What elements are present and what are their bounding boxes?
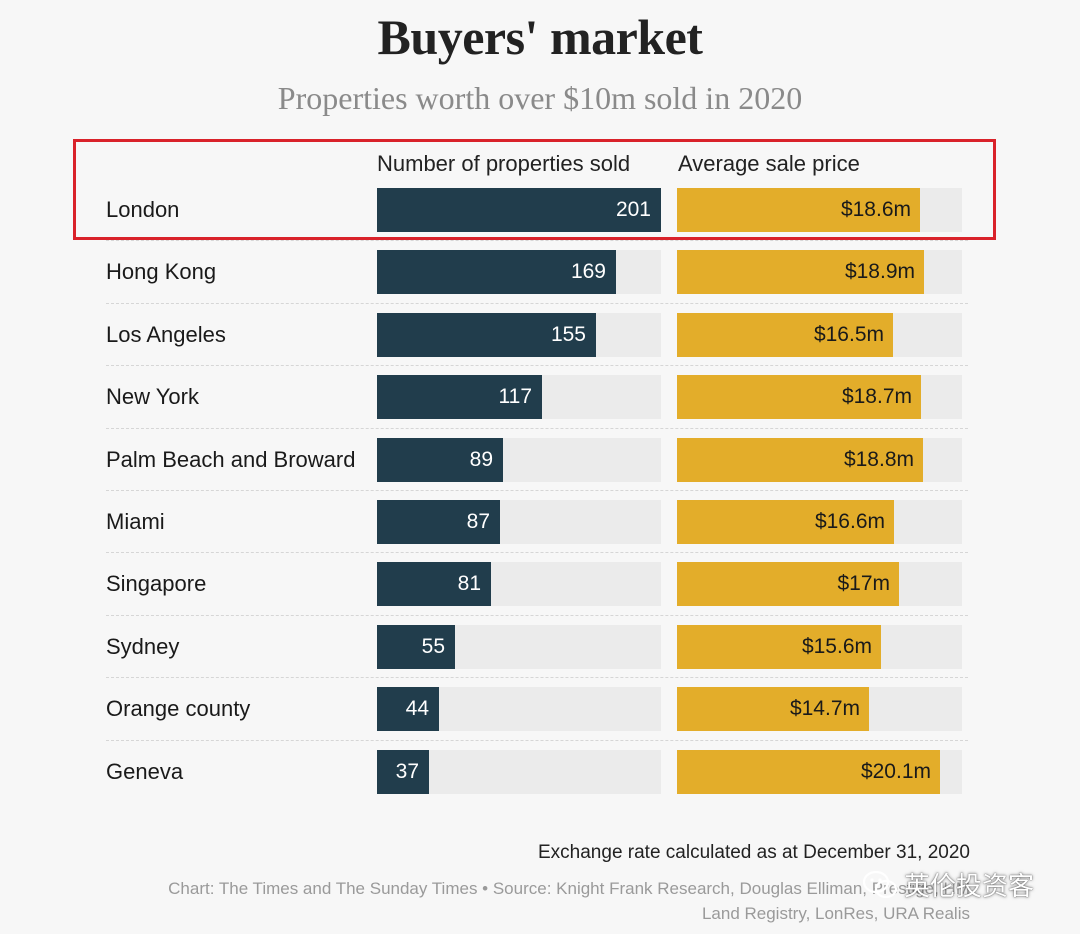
header-average-price: Average sale price bbox=[678, 151, 860, 176]
price-value-hong-kong: $18.9m bbox=[844, 260, 915, 284]
price-value-los-angeles: $16.5m bbox=[813, 322, 884, 346]
price-track-palm-beach-and-broward: $18.8m bbox=[677, 437, 962, 482]
count-track-los-angeles: 155 bbox=[377, 312, 661, 357]
count-track-miami: 87 bbox=[377, 500, 661, 544]
category-label-hong-kong: Hong Kong bbox=[106, 259, 217, 285]
category-label-los-angeles: Los Angeles bbox=[106, 321, 226, 347]
count-value-new-york: 117 bbox=[498, 385, 532, 409]
price-track-london: $18.6m bbox=[677, 188, 962, 232]
chart-title: Buyers' market bbox=[377, 9, 703, 65]
count-track-london: 201 bbox=[377, 188, 661, 232]
price-bar-geneva bbox=[677, 749, 940, 794]
row-divider bbox=[106, 677, 968, 679]
price-track-new-york: $18.7m bbox=[677, 375, 962, 420]
price-track-orange-county: $14.7m bbox=[677, 687, 962, 732]
count-bar-palm-beach-and-broward bbox=[377, 437, 503, 482]
price-track-miami: $16.6m bbox=[677, 500, 962, 544]
price-value-singapore: $17m bbox=[837, 572, 890, 596]
count-bar-los-angeles bbox=[377, 312, 596, 357]
count-value-palm-beach-and-broward: 89 bbox=[469, 447, 493, 471]
price-bar-new-york bbox=[677, 375, 921, 420]
price-bar-sydney bbox=[677, 624, 881, 669]
price-track-hong-kong: $18.9m bbox=[677, 250, 962, 295]
count-value-geneva: 37 bbox=[395, 759, 419, 783]
row-divider bbox=[106, 739, 968, 741]
header-properties-sold: Number of properties sold bbox=[377, 151, 631, 176]
count-bar-new-york bbox=[377, 375, 542, 420]
category-label-new-york: New York bbox=[106, 384, 199, 410]
watermark: 英伦投资客 bbox=[862, 866, 1034, 903]
count-track-sydney: 55 bbox=[377, 624, 661, 669]
highlight-box bbox=[73, 139, 996, 240]
category-label-singapore: Singapore bbox=[106, 571, 207, 597]
count-value-los-angeles: 155 bbox=[550, 322, 586, 346]
count-bar-geneva bbox=[377, 749, 429, 794]
count-bar-singapore bbox=[377, 562, 491, 607]
count-value-singapore: 81 bbox=[457, 572, 481, 596]
category-label-orange-county: Orange county bbox=[106, 696, 251, 722]
wechat-icon bbox=[862, 870, 898, 900]
count-value-orange-county: 44 bbox=[405, 697, 429, 721]
price-value-sydney: $15.6m bbox=[801, 634, 872, 658]
category-label-palm-beach-and-broward: Palm Beach and Broward bbox=[106, 446, 356, 472]
price-track-sydney: $15.6m bbox=[677, 624, 962, 669]
price-value-new-york: $18.7m bbox=[841, 385, 912, 409]
count-track-hong-kong: 169 bbox=[377, 250, 661, 295]
count-track-new-york: 117 bbox=[377, 375, 661, 420]
chart-subtitle: Properties worth over $10m sold in 2020 bbox=[277, 80, 803, 116]
watermark-text: 英伦投资客 bbox=[904, 871, 1035, 901]
price-track-los-angeles: $16.5m bbox=[677, 312, 962, 357]
price-track-geneva: $20.1m bbox=[677, 749, 962, 794]
count-bar-hong-kong bbox=[377, 250, 616, 295]
count-bar-orange-county bbox=[377, 687, 439, 732]
chart-source: Chart: The Times and The Sunday Times • … bbox=[168, 879, 970, 923]
count-value-hong-kong: 169 bbox=[570, 260, 606, 284]
count-track-singapore: 81 bbox=[377, 562, 661, 607]
count-track-geneva: 37 bbox=[377, 749, 661, 794]
row-divider bbox=[106, 427, 968, 429]
price-value-miami: $16.6m bbox=[814, 510, 885, 533]
count-value-miami: 87 bbox=[466, 510, 490, 533]
count-value-london: 201 bbox=[615, 198, 651, 221]
row-divider bbox=[106, 614, 968, 616]
category-label-sydney: Sydney bbox=[106, 633, 180, 659]
row-divider bbox=[106, 240, 968, 242]
row-divider bbox=[106, 552, 968, 554]
exchange-rate-note: Exchange rate calculated as at December … bbox=[538, 842, 970, 863]
price-value-palm-beach-and-broward: $18.8m bbox=[843, 447, 914, 471]
price-bar-palm-beach-and-broward bbox=[677, 437, 923, 482]
count-bar-miami bbox=[377, 500, 500, 544]
row-divider bbox=[106, 490, 968, 491]
row-divider bbox=[106, 302, 968, 304]
price-bar-hong-kong bbox=[677, 250, 924, 295]
price-bar-miami bbox=[677, 500, 894, 544]
count-bar-sydney bbox=[377, 624, 455, 669]
count-track-orange-county: 44 bbox=[377, 687, 661, 732]
price-bar-orange-county bbox=[677, 687, 869, 732]
price-bar-singapore bbox=[677, 562, 899, 607]
price-bar-los-angeles bbox=[677, 312, 893, 357]
count-bar-london bbox=[377, 188, 661, 232]
price-value-london: $18.6m bbox=[840, 198, 911, 221]
count-value-sydney: 55 bbox=[421, 634, 445, 658]
price-value-geneva: $20.1m bbox=[860, 759, 931, 783]
count-track-palm-beach-and-broward: 89 bbox=[377, 437, 661, 482]
category-label-miami: Miami bbox=[106, 509, 165, 534]
price-track-singapore: $17m bbox=[677, 562, 962, 607]
price-bar-london bbox=[677, 188, 920, 232]
category-label-geneva: Geneva bbox=[106, 758, 184, 784]
category-label-london: London bbox=[106, 197, 180, 222]
price-value-orange-county: $14.7m bbox=[789, 697, 860, 721]
row-divider bbox=[106, 365, 968, 367]
